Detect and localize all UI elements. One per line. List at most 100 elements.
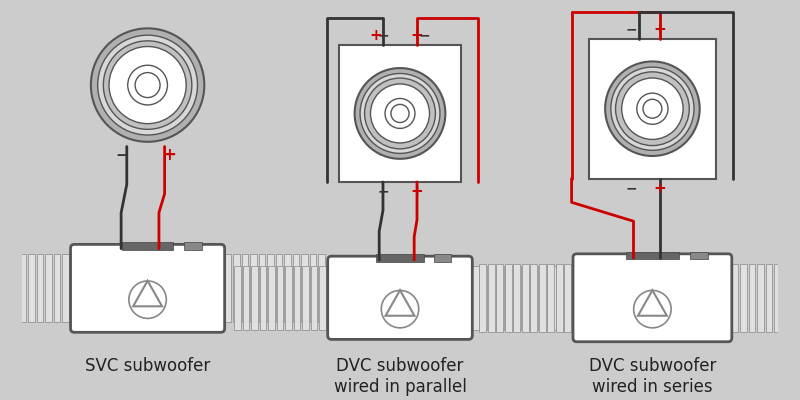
Bar <box>258 254 266 322</box>
Bar <box>549 266 555 330</box>
FancyBboxPatch shape <box>328 256 472 339</box>
Circle shape <box>643 99 662 118</box>
Bar <box>498 266 505 330</box>
Bar <box>251 266 258 330</box>
Bar <box>268 266 274 330</box>
Bar <box>310 266 318 330</box>
Text: +: + <box>654 22 666 37</box>
Bar <box>783 264 790 332</box>
Text: −: − <box>418 28 430 42</box>
Circle shape <box>605 62 700 156</box>
Bar <box>505 264 511 332</box>
Bar <box>749 264 755 332</box>
Circle shape <box>611 67 694 150</box>
Text: DVC subwoofer
wired in parallel: DVC subwoofer wired in parallel <box>334 357 466 396</box>
Text: +: + <box>410 28 423 43</box>
FancyBboxPatch shape <box>70 244 225 332</box>
Bar <box>184 242 202 250</box>
Bar <box>122 242 174 250</box>
Bar <box>70 254 77 322</box>
Circle shape <box>391 104 409 122</box>
Text: −: − <box>116 148 129 162</box>
Bar <box>319 266 326 330</box>
Bar <box>310 254 316 322</box>
Bar <box>276 254 282 322</box>
Bar <box>302 266 309 330</box>
Bar <box>522 264 529 332</box>
Bar <box>242 266 250 330</box>
Circle shape <box>128 65 167 105</box>
Bar <box>523 266 530 330</box>
Text: DVC subwoofer
wired in series: DVC subwoofer wired in series <box>589 357 716 396</box>
Bar <box>233 254 240 322</box>
Bar <box>479 264 486 332</box>
Bar <box>488 264 494 332</box>
Bar <box>293 254 299 322</box>
Bar <box>260 266 266 330</box>
Circle shape <box>622 78 683 140</box>
Bar <box>242 254 248 322</box>
Bar <box>318 254 325 322</box>
Circle shape <box>360 74 440 153</box>
Bar <box>19 254 26 322</box>
Circle shape <box>354 68 446 159</box>
Bar <box>28 254 34 322</box>
Circle shape <box>370 84 430 143</box>
Bar <box>294 266 300 330</box>
Bar <box>547 264 554 332</box>
Circle shape <box>615 72 690 146</box>
Bar <box>497 264 503 332</box>
Circle shape <box>365 78 435 149</box>
Circle shape <box>109 46 186 124</box>
Bar <box>328 266 334 330</box>
Bar <box>277 266 283 330</box>
Bar <box>250 254 257 322</box>
Bar <box>490 266 496 330</box>
Text: −: − <box>626 22 638 36</box>
Bar <box>774 264 781 332</box>
Bar <box>566 266 573 330</box>
Text: +: + <box>162 146 176 164</box>
Bar <box>530 264 537 332</box>
Bar <box>481 266 487 330</box>
Bar <box>11 254 18 322</box>
Bar <box>732 264 738 332</box>
Text: +: + <box>369 28 382 43</box>
Bar <box>285 266 292 330</box>
Bar <box>539 264 546 332</box>
Bar <box>376 254 424 262</box>
Bar <box>267 254 274 322</box>
Circle shape <box>135 73 160 98</box>
Bar <box>758 264 764 332</box>
Bar <box>62 254 69 322</box>
Circle shape <box>103 41 192 129</box>
Bar <box>558 266 564 330</box>
Bar <box>45 254 52 322</box>
Bar <box>37 254 43 322</box>
Text: SVC subwoofer: SVC subwoofer <box>85 357 210 375</box>
Bar <box>338 45 462 182</box>
Bar <box>690 252 708 260</box>
FancyBboxPatch shape <box>573 254 732 342</box>
Bar <box>766 264 773 332</box>
Bar <box>532 266 538 330</box>
Text: −: − <box>377 28 389 42</box>
Bar <box>472 266 479 330</box>
Bar <box>302 254 308 322</box>
Bar <box>556 264 562 332</box>
Bar <box>540 266 547 330</box>
Bar <box>573 264 580 332</box>
Bar <box>225 254 231 322</box>
Text: +: + <box>410 184 423 199</box>
Bar <box>506 266 513 330</box>
Bar <box>626 252 679 260</box>
Bar <box>284 254 291 322</box>
Bar <box>515 266 522 330</box>
Circle shape <box>91 28 204 142</box>
Circle shape <box>637 93 668 124</box>
Bar <box>514 264 520 332</box>
Bar <box>234 266 241 330</box>
Text: +: + <box>654 181 666 196</box>
Bar <box>565 264 571 332</box>
Bar <box>589 39 716 179</box>
